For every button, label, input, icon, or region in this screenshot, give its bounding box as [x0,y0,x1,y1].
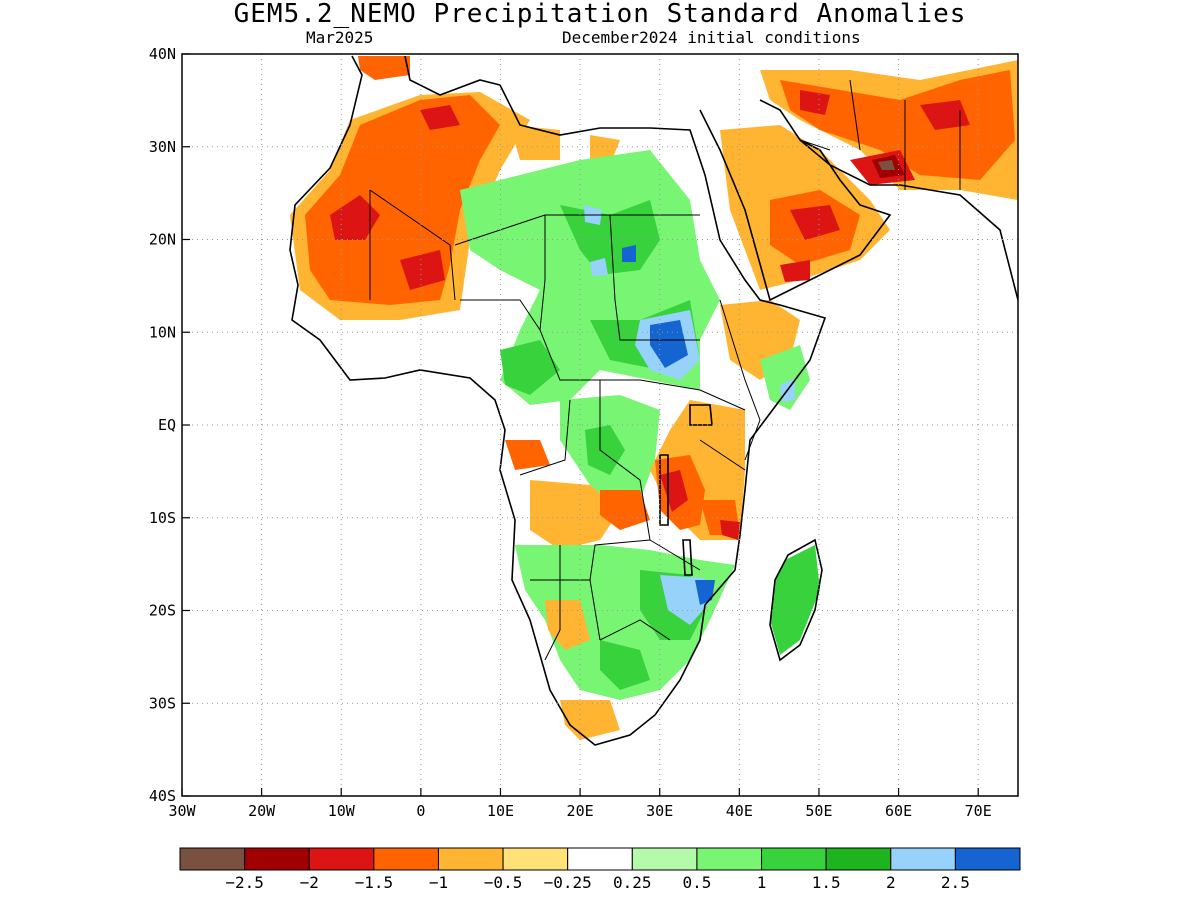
colorbar-label: −0.25 [544,873,592,892]
madagascar-coastline [769,538,823,662]
lake-malawi [682,539,693,576]
dry-sahara-deep [305,95,500,305]
colorbar-swatch [437,847,504,871]
colorbar-swatch [502,847,569,871]
lat-tick-label: 10S [149,509,176,527]
lake-tanganyika [659,454,669,526]
wet-central-strong [585,425,625,475]
lat-tick-label: 40S [149,787,176,805]
lat-tick-label: 20S [149,602,176,620]
lon-tick-label: 10E [487,802,514,820]
dry-libya-egypt [510,125,620,165]
wet-horn [760,345,810,410]
dry-arabia-core [780,205,840,282]
dry-tanzania-core [660,470,740,540]
lat-tick-label: 40N [149,45,176,63]
forecast-month: Mar2025 [306,28,374,47]
lon-tick-label: 60E [885,802,912,820]
colorbar-label: 0.25 [613,873,652,892]
colorbar-swatch [696,847,763,871]
dry-morocco [358,56,410,80]
dry-namibia [545,600,620,740]
colorbar-swatch [308,847,375,871]
dry-congo-deep [505,440,650,530]
coastlines [289,55,1018,746]
dry-iran-core [800,90,970,185]
map-title: GEM5.2_NEMO Precipitation Standard Anoma… [233,0,967,29]
colorbar-swatch [567,847,633,871]
colorbar-swatch [825,847,892,871]
colorbar-label: −2.5 [225,873,264,892]
colorbar-label: 0.5 [682,873,711,892]
axis-ticks: 30W 20W 10W 0 10E 20E 30E 40E 50E 60E 70E 40N 30N 20N… [149,45,992,820]
lon-tick-label: 10W [328,802,356,820]
lon-tick-label: 20W [248,802,276,820]
lat-tick-label: 30N [149,138,176,156]
lon-tick-label: 20E [567,802,594,820]
dry-iran-brown [878,160,895,170]
anomaly-fields [290,54,1018,745]
lat-tick-label: 30S [149,694,176,712]
lat-tick-label: 10N [149,323,176,341]
colorbar-label: 1.5 [812,873,841,892]
lon-tick-label: 40E [726,802,753,820]
colorbar-swatch [373,847,439,871]
lon-tick-label: 30E [646,802,673,820]
lon-tick-label: 50E [805,802,832,820]
wet-madagascar [770,545,820,655]
lon-tick-label: 30W [168,802,196,820]
colorbar-swatch [179,847,246,871]
colorbar-label: −2 [300,873,319,892]
wet-sudan-core [622,245,688,368]
gulf-coastline [799,139,1018,301]
initial-conditions: December2024 initial conditions [562,28,861,47]
colorbar-swatch [890,847,956,871]
graticule [182,54,1018,796]
colorbar-label: −1.5 [355,873,394,892]
colorbar-label: 2.5 [941,873,970,892]
country-borders [369,79,961,661]
colorbar-label: −0.5 [484,873,523,892]
colorbar-swatch [244,847,310,871]
africa-coastline [289,55,827,746]
lat-tick-label: EQ [158,416,176,434]
colorbar-label: 1 [757,873,767,892]
colorbar-swatch [631,847,698,871]
colorbar-swatch [954,847,1021,871]
lat-tick-label: 20N [149,231,176,249]
colorbar-swatch [761,847,827,871]
colorbar-label: 2 [886,873,896,892]
lon-tick-label: 0 [416,802,425,820]
dry-iran-deep [780,70,1015,180]
colorbar-label: −1 [429,873,448,892]
colorbar: −2.5 −2 −1.5 −1 −0.5 −0.25 0.25 0.5 1 1.5 2 2.5 [179,847,1021,892]
dry-sahara-core [330,105,460,290]
lon-tick-label: 70E [965,802,992,820]
dry-congo-south [530,480,620,550]
